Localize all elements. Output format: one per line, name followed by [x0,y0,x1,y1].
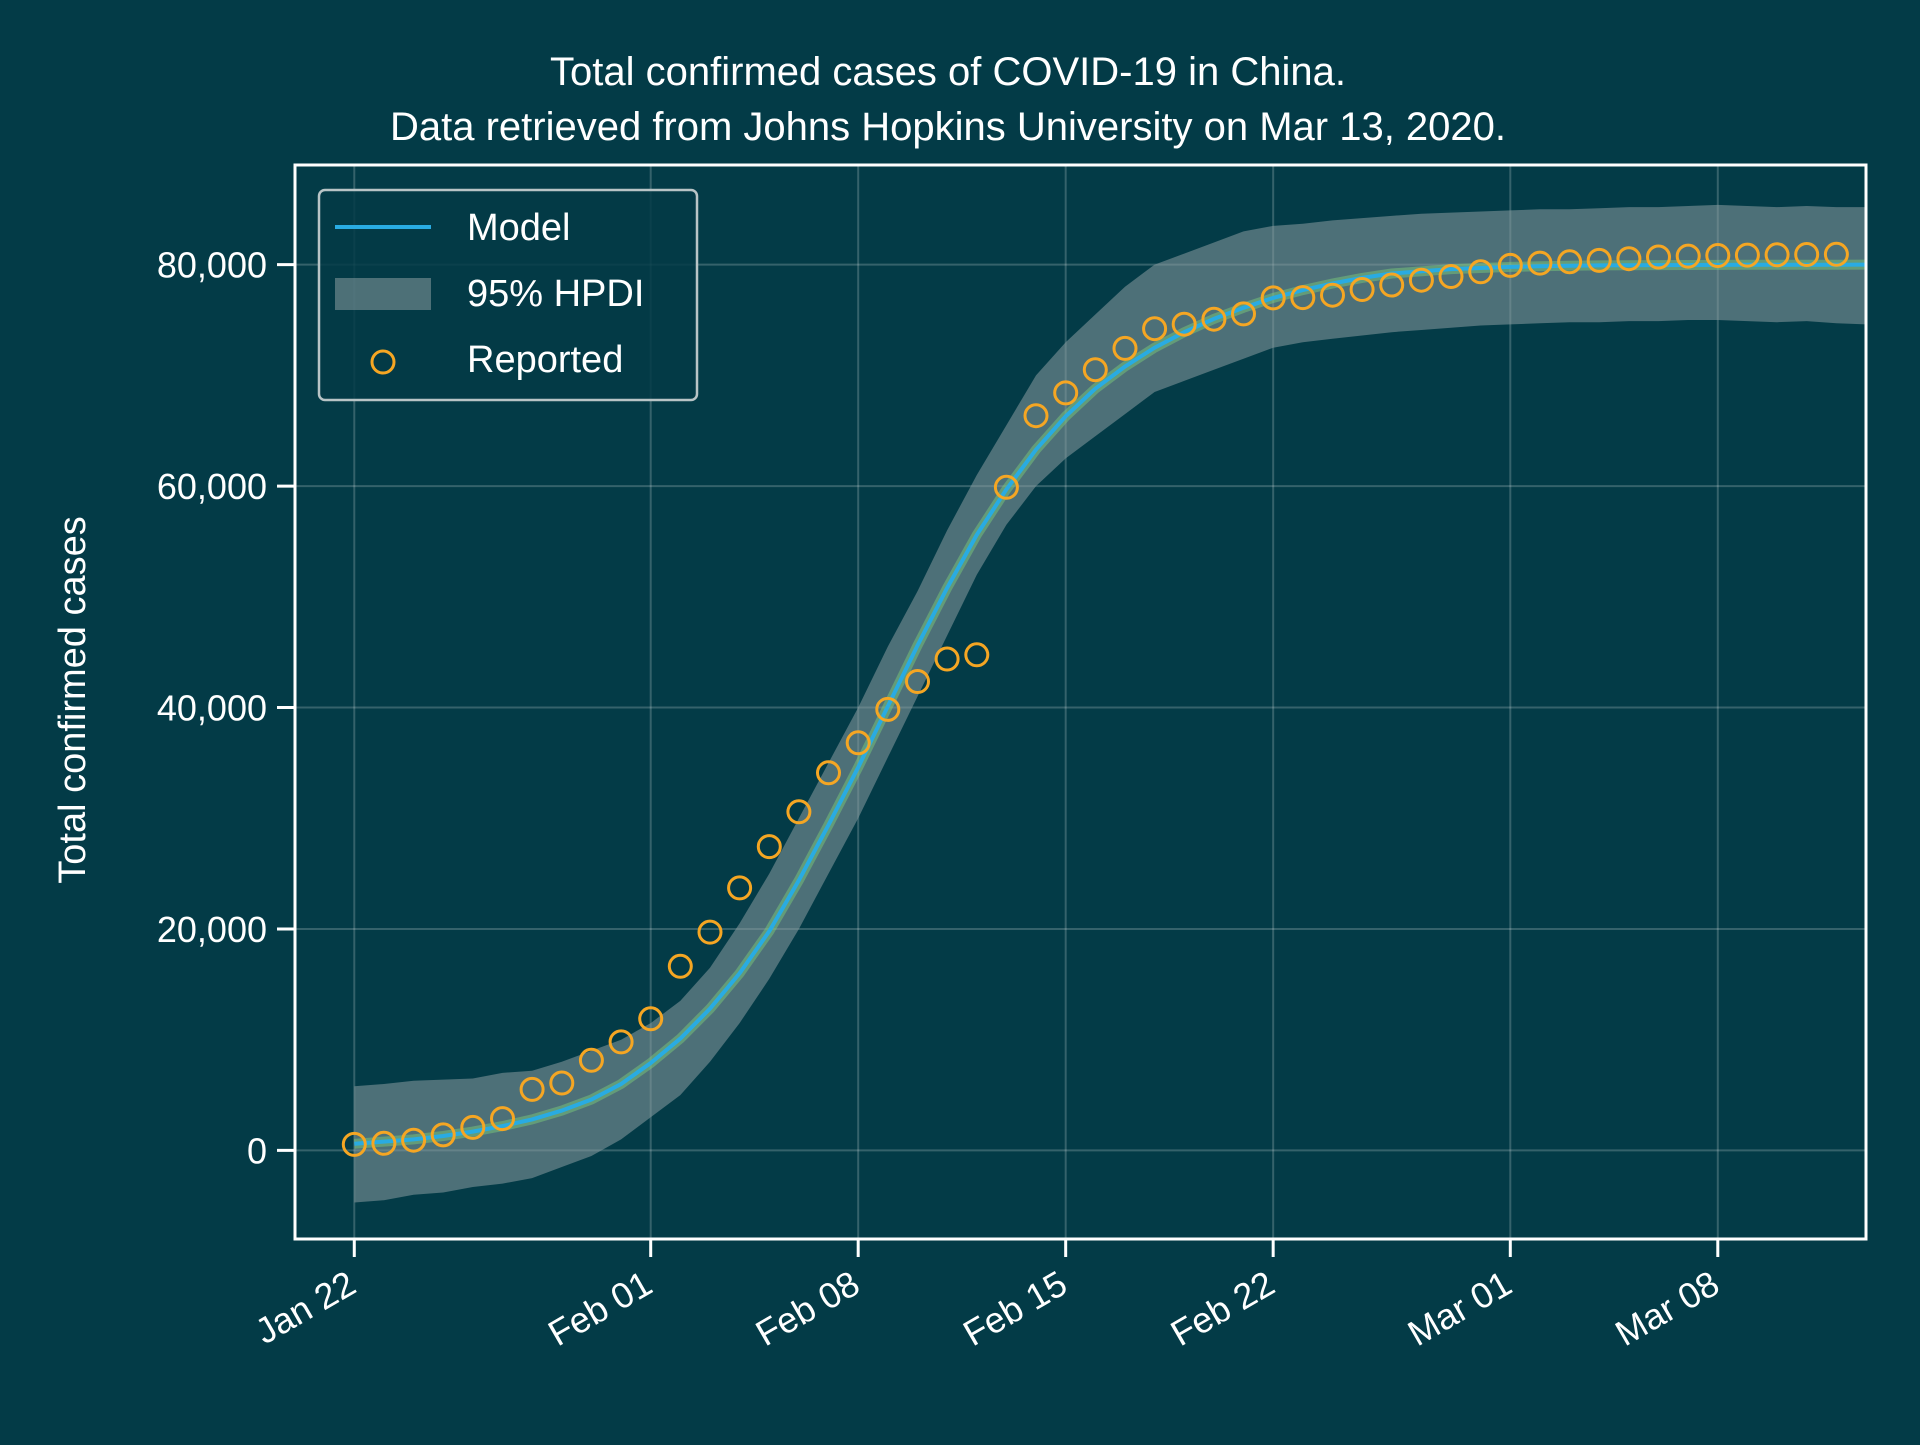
legend-hpdi-swatch [335,278,431,310]
plot-frame [293,163,1868,1241]
reported-point [490,1106,515,1132]
reported-point [1201,306,1227,332]
reported-point [845,730,871,756]
reported-point [1408,267,1434,293]
reported-point [1646,244,1671,270]
reported-point [1112,335,1138,361]
reported-point [756,834,782,860]
reported-point [993,474,1019,500]
reported-point [1497,252,1523,278]
axes-frame [293,163,1868,1241]
reported-point [1290,285,1316,311]
legend-label-reported: Reported [467,339,623,381]
chart-title: Total confirmed cases of COVID-19 in Chi… [550,50,1346,94]
reported-point [1468,259,1494,285]
reported-point [460,1114,486,1140]
reported-point [638,1006,664,1032]
reported-point [1142,316,1168,342]
reported-point [1379,272,1405,298]
reported-point [727,875,753,901]
reported-point [934,646,960,672]
reported-point [608,1029,634,1055]
reported-point [1794,242,1820,267]
reported-point [1260,285,1286,311]
reported-point [1705,243,1731,268]
reported-point [519,1076,545,1102]
reported-point [1053,380,1079,406]
model-line [354,262,1867,1146]
reported-point [578,1047,604,1073]
reported-point [1171,311,1197,337]
reported-point [1082,357,1108,383]
reported-point [1349,277,1375,302]
reported-point [1823,241,1849,267]
reported-point [667,953,693,979]
reported-point [905,669,930,694]
y-tick-label: 0 [247,1130,267,1171]
reported-point [1231,301,1256,327]
reported-point [1675,243,1701,269]
reported-point [549,1070,575,1096]
reported-point [1023,403,1049,429]
reported-point [816,760,841,786]
reported-point [964,642,990,668]
reported-point [1764,242,1790,268]
legend-label-hpdi: 95% HPDI [467,273,644,315]
reported-point [1586,247,1612,273]
hpdi-band [354,204,1866,1203]
reported-markers [341,241,1849,1157]
reported-point [371,1130,397,1156]
reported-point [1527,250,1553,276]
reported-point [875,696,901,722]
reported-point [1557,249,1583,275]
model-line-layer [353,259,1867,1149]
legend: Model 95% HPDI Reported [317,188,699,402]
chart-subtitle: Data retrieved from Johns Hopkins Univer… [390,105,1506,149]
reported-point [1734,242,1760,268]
reported-point [1616,246,1642,272]
y-tick-label: 80,000 [157,245,267,286]
reported-point [401,1127,427,1153]
y-tick-label: 40,000 [157,688,267,729]
reported-point [430,1122,456,1148]
y-tick-label: 60,000 [157,466,267,507]
reported-point [341,1131,367,1157]
legend-box [317,188,699,402]
legend-reported-swatch [370,349,396,375]
reported-point [786,799,812,825]
reported-point [697,919,723,945]
reported-point [1438,264,1464,289]
reported-point [1320,282,1345,308]
y-tick-label: 20,000 [157,909,267,950]
legend-label-model: Model [467,207,571,249]
y-axis-label: Total confirmed cases [52,516,94,884]
hpdi-band-layer [354,204,1866,1203]
